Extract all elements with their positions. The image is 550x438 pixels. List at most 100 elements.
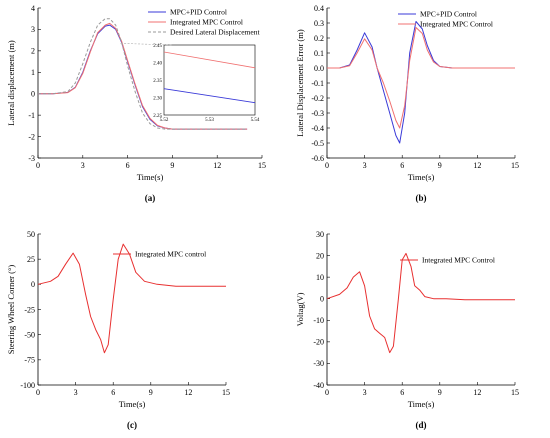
inset-x-tick-label: 5.52 [160, 118, 169, 123]
x-tick-label: 12 [184, 388, 192, 397]
inset-y-tick-label: 2.40 [153, 61, 162, 66]
panel-b: 0 3 6 9 12 15 -0.6 -0.5 -0.4 -0.3 -0.2 -0.1 0.0 0.1 0.… [295, 4, 519, 203]
y-tick-label: 0.3 [314, 19, 324, 28]
y-tick-label: 50 [27, 230, 35, 239]
panel-d: 0 3 6 9 12 15 -40 -30 -20 -10 0 10 20 30 Time(s) Voltag… [295, 230, 519, 430]
y-tick-label: 1 [31, 68, 35, 77]
x-tick-label: 3 [363, 388, 367, 397]
y-tick-label: -25 [24, 305, 35, 314]
x-tick-label: 3 [81, 161, 85, 170]
inset-y-tick-label: 2.35 [153, 79, 162, 84]
y-tick-label: 0.4 [314, 4, 324, 13]
inset-y-tick-label: 2.45 [153, 44, 162, 49]
y-tick-label: -0.3 [311, 109, 324, 118]
y-tick-label: 3 [31, 25, 35, 34]
y-tick-label: 0 [320, 295, 324, 304]
inset-series-line [163, 51, 256, 69]
panel-caption: (d) [416, 420, 427, 430]
y-tick-label: 20 [316, 251, 324, 260]
y-tick-label: -0.1 [311, 79, 324, 88]
panel-caption: (a) [145, 193, 156, 203]
x-tick-label: 6 [111, 388, 115, 397]
inset-zoom: 5.52 5.53 5.54 2.25 2.30 2.35 2.40 2.45 [120, 43, 260, 123]
x-tick-label: 0 [36, 388, 40, 397]
x-axis-label: Time(s) [408, 172, 435, 182]
y-axis-label: Voltag(V) [295, 292, 305, 326]
x-tick-label: 6 [126, 161, 130, 170]
legend-entry: MPC+PID Control [170, 8, 227, 17]
y-tick-label: -100 [20, 381, 35, 390]
legend-entry: Integrated MPC control [135, 250, 206, 259]
y-tick-label: 0.0 [314, 64, 324, 73]
y-tick-label: -30 [313, 359, 324, 368]
x-tick-label: 12 [473, 161, 481, 170]
legend-entry: Integrated MPC Control [420, 20, 493, 29]
series-line [327, 21, 515, 144]
y-tick-label: -0.6 [311, 154, 324, 163]
legend-entry: Integrated MPC Control [422, 256, 495, 265]
y-axis-label: Lateral displacement (m) [6, 40, 16, 126]
x-axis-label: Time(s) [137, 172, 164, 182]
x-tick-label: 6 [400, 388, 404, 397]
y-tick-label: -20 [313, 338, 324, 347]
inset-y-tick-label: 2.25 [153, 114, 162, 119]
panel-caption: (c) [127, 420, 137, 430]
y-tick-label: -1 [28, 111, 35, 120]
y-tick-label: 10 [316, 273, 324, 282]
y-tick-label: -0.5 [311, 139, 324, 148]
y-tick-label: -0.2 [311, 94, 324, 103]
y-tick-label: -3 [28, 154, 35, 163]
x-tick-label: 9 [149, 388, 153, 397]
y-axis-label: Steering Wheel Corner (°) [6, 265, 16, 355]
x-tick-label: 9 [170, 161, 174, 170]
y-tick-label: -0.4 [311, 124, 324, 133]
y-tick-label: -50 [24, 330, 35, 339]
series-line [326, 252, 515, 354]
x-tick-label: 9 [438, 161, 442, 170]
inset-series-line [163, 88, 256, 104]
x-axis-label: Time(s) [119, 399, 146, 409]
x-tick-label: 9 [438, 388, 442, 397]
y-tick-label: 4 [31, 4, 35, 13]
y-axis-label: Lateral Displacement Error (m) [295, 29, 305, 137]
y-tick-label: 0 [31, 90, 35, 99]
inset-x-tick-label: 5.53 [205, 118, 214, 123]
y-tick-label: 2 [31, 47, 35, 56]
series-line [38, 18, 248, 130]
panel-c: 0 3 6 9 12 15 -100 -75 -50 -25 0 25 50 Time(s) Steerin… [6, 230, 230, 430]
x-tick-label: 12 [473, 388, 481, 397]
y-tick-label: -40 [313, 381, 324, 390]
x-tick-label: 3 [363, 161, 367, 170]
x-tick-label: 15 [511, 388, 519, 397]
y-tick-label: -10 [313, 316, 324, 325]
x-tick-label: 0 [325, 161, 329, 170]
y-tick-label: -2 [28, 132, 35, 141]
y-tick-label: 0.1 [314, 49, 324, 58]
x-tick-label: 0 [36, 161, 40, 170]
inset-x-tick-label: 5.54 [251, 118, 260, 123]
inset-y-tick-label: 2.30 [153, 96, 162, 101]
legend-entry: Desired Lateral Displacement [170, 28, 260, 37]
y-tick-label: -75 [24, 356, 35, 365]
inset-connector [120, 43, 173, 46]
x-tick-label: 15 [258, 161, 266, 170]
y-tick-label: 30 [316, 230, 324, 239]
panel-caption: (b) [416, 193, 427, 203]
x-tick-label: 6 [400, 161, 404, 170]
series-line [327, 27, 515, 129]
series-line [37, 243, 226, 354]
y-tick-label: 0.2 [314, 34, 324, 43]
y-tick-label: 25 [27, 255, 35, 264]
inset-frame [163, 44, 256, 116]
x-tick-label: 15 [511, 161, 519, 170]
x-tick-label: 0 [325, 388, 329, 397]
x-tick-label: 15 [222, 388, 230, 397]
legend-entry: MPC+PID Control [420, 10, 477, 19]
x-tick-label: 3 [74, 388, 78, 397]
x-axis-label: Time(s) [408, 399, 435, 409]
legend-entry: Integrated MPC Control [170, 18, 243, 27]
y-tick-label: 0 [31, 280, 35, 289]
x-tick-label: 12 [213, 161, 221, 170]
